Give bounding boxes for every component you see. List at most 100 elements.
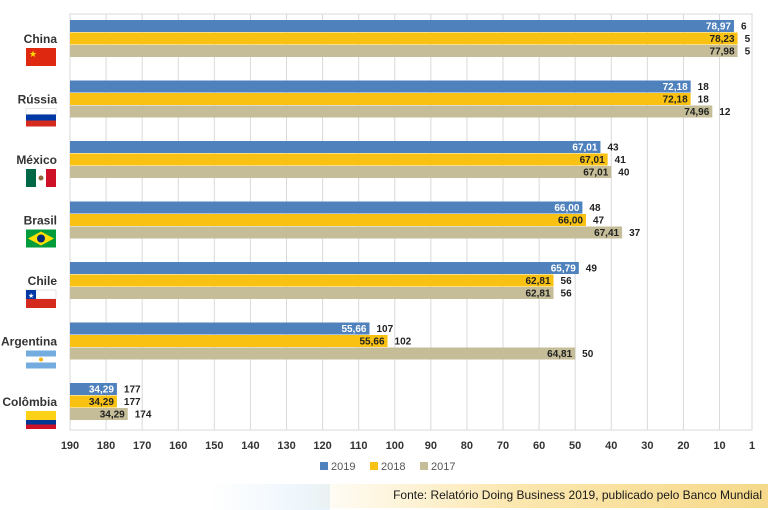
bar-2019 — [70, 322, 370, 335]
data-label-rank: 49 — [586, 264, 598, 275]
data-label-rank: 56 — [561, 289, 573, 300]
x-tick-label: 90 — [425, 440, 437, 452]
bar-2019 — [70, 262, 579, 274]
data-label-score: 74,96 — [684, 107, 709, 118]
data-label-score: 77,98 — [710, 47, 735, 58]
bar-2019 — [70, 141, 601, 153]
category-label: Argentina — [1, 335, 57, 349]
data-label-score: 34,29 — [89, 397, 114, 408]
x-tick-label: 190 — [61, 440, 79, 452]
x-axis-ticks: 190 180 170 160 150 140 130 120 110 100 90 80 70 60 50… — [61, 440, 755, 452]
legend-label-2017: 2017 — [431, 461, 455, 473]
legend-swatch-2018 — [370, 462, 378, 470]
bar-2019 — [70, 20, 734, 32]
data-label-rank: 18 — [698, 95, 710, 106]
bar-2017 — [70, 287, 554, 299]
data-label-rank: 48 — [589, 203, 601, 214]
x-tick-label: 170 — [133, 440, 151, 452]
source-banner: Fonte: Relatório Doing Business 2019, pu… — [300, 484, 768, 508]
bar-2019 — [70, 383, 117, 395]
mexico-flag-icon — [26, 169, 56, 187]
bar-2018 — [70, 274, 554, 287]
data-label-rank: 18 — [698, 82, 710, 93]
data-label-score: 62,81 — [526, 276, 551, 287]
data-label-score: 64,81 — [547, 349, 572, 360]
x-tick-label: 70 — [497, 440, 509, 452]
bar-2017 — [70, 105, 713, 118]
data-label-score: 55,66 — [360, 337, 385, 348]
data-label-score: 34,29 — [100, 410, 125, 421]
x-tick-label: 80 — [461, 440, 473, 452]
bar-2018 — [70, 214, 587, 226]
data-label-rank: 177 — [124, 385, 141, 396]
data-label-score: 67,01 — [583, 168, 608, 179]
legend-swatch-2019 — [320, 462, 328, 470]
china-flag-icon: ★ — [26, 48, 56, 66]
svg-text:★: ★ — [28, 292, 34, 300]
data-label-score: 66,00 — [554, 203, 579, 214]
x-tick-label: 130 — [277, 440, 295, 452]
bar-2017 — [70, 408, 128, 420]
data-label-rank: 174 — [135, 410, 152, 421]
data-label-rank: 50 — [582, 349, 594, 360]
bar-2019 — [70, 201, 583, 214]
data-label-rank: 107 — [377, 324, 394, 335]
bar-2018 — [70, 32, 738, 45]
x-tick-label: 50 — [569, 440, 581, 452]
x-tick-label: 20 — [677, 440, 689, 452]
bar-2017 — [70, 45, 738, 57]
data-label-score: 65,79 — [551, 264, 576, 275]
bar-2017 — [70, 347, 576, 360]
data-label-rank: 37 — [629, 228, 641, 239]
x-tick-label: 110 — [350, 440, 368, 452]
bar-2017 — [70, 226, 623, 239]
argentina-flag-icon — [26, 350, 56, 369]
source-text: Fonte: Relatório Doing Business 2019, pu… — [393, 488, 762, 502]
data-label-score: 55,66 — [341, 324, 366, 335]
legend-label-2019: 2019 — [331, 461, 355, 473]
data-label-score: 62,81 — [526, 289, 551, 300]
bar-2018 — [70, 335, 388, 347]
data-label-score: 67,41 — [594, 228, 619, 239]
data-label-rank: 6 — [741, 22, 747, 33]
category-label: China — [24, 32, 58, 46]
category-label: México — [16, 153, 57, 167]
data-label-rank: 43 — [607, 143, 619, 154]
category-label: Colômbia — [2, 395, 57, 409]
x-tick-label: 10 — [713, 440, 725, 452]
chile-flag-icon: ★ — [25, 289, 57, 308]
bar-2018 — [70, 395, 117, 408]
category-labels: China ★ Rússia México Brasil Chile ★ Argentina C… — [1, 32, 57, 429]
bar-2018 — [70, 93, 691, 105]
data-label-score: 66,00 — [558, 216, 583, 227]
x-tick-label: 40 — [605, 440, 617, 452]
data-label-score: 78,97 — [706, 22, 731, 33]
data-label-score: 78,23 — [710, 34, 735, 45]
data-label-score: 67,01 — [580, 155, 605, 166]
svg-text:★: ★ — [29, 50, 37, 60]
x-tick-label: 160 — [169, 440, 187, 452]
category-label: Rússia — [18, 93, 58, 107]
x-tick-label: 180 — [97, 440, 115, 452]
data-label-rank: 41 — [615, 155, 627, 166]
data-label-rank: 177 — [124, 397, 141, 408]
legend-label-2018: 2018 — [381, 461, 405, 473]
data-label-rank: 40 — [618, 168, 630, 179]
x-tick-label: 100 — [386, 440, 404, 452]
category-label: Chile — [28, 274, 58, 288]
bar-2018 — [70, 153, 608, 166]
x-tick-label: 60 — [533, 440, 545, 452]
data-label-rank: 47 — [593, 216, 605, 227]
legend-swatch-2017 — [420, 462, 428, 470]
data-label-score: 72,18 — [663, 82, 688, 93]
bar-2019 — [70, 80, 691, 93]
x-tick-label: 120 — [313, 440, 331, 452]
data-label-rank: 102 — [395, 337, 412, 348]
data-label-rank: 5 — [745, 34, 751, 45]
x-tick-label: 30 — [641, 440, 653, 452]
bar-2017 — [70, 166, 612, 178]
colombia-flag-icon — [26, 411, 56, 429]
data-label-rank: 56 — [561, 276, 573, 287]
